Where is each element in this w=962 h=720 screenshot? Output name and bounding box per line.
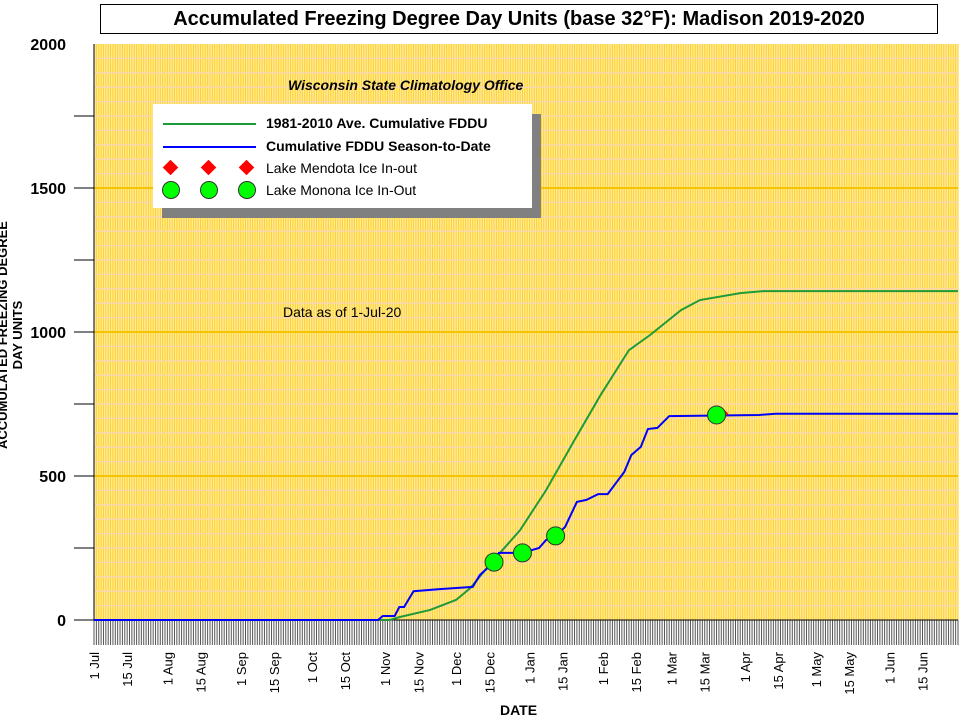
x-tick-label: 1 Jun xyxy=(882,652,897,684)
legend-item-monona: Lake Monona Ice In-Out xyxy=(153,179,532,201)
legend-label: Lake Mendota Ice In-out xyxy=(266,160,417,176)
series-line xyxy=(94,290,958,621)
legend-item-season: Cumulative FDDU Season-to-Date xyxy=(153,135,532,157)
chart-title: Accumulated Freezing Degree Day Units (b… xyxy=(100,4,938,34)
x-tick-label: 1 Jan xyxy=(523,652,538,684)
tick-band xyxy=(94,620,958,645)
legend-label: Cumulative FDDU Season-to-Date xyxy=(266,138,491,154)
x-tick-label: 15 May xyxy=(842,652,857,695)
x-tick-label: 15 Apr xyxy=(771,651,786,689)
y-tick-label: 0 xyxy=(57,613,66,630)
x-tick-label: 1 Sep xyxy=(234,652,249,686)
x-tick-label: 15 Aug xyxy=(194,652,209,693)
x-tick-label: 1 Nov xyxy=(378,652,393,686)
monona-ice-marker xyxy=(512,543,532,563)
x-tick-label: 1 Jul xyxy=(87,652,102,680)
legend-blue-line xyxy=(163,146,256,148)
x-tick-label: 15 Dec xyxy=(482,652,497,694)
x-tick-label: 15 Nov xyxy=(411,652,426,694)
x-tick-label: 1 Feb xyxy=(596,652,611,685)
circle-marker-icon xyxy=(238,181,256,199)
chart-subtitle: Wisconsin State Climatology Office xyxy=(288,77,524,93)
x-tick-label: 1 May xyxy=(809,652,824,688)
x-tick-label: 15 Jan xyxy=(556,652,571,691)
legend-label: Lake Monona Ice In-Out xyxy=(266,182,417,198)
x-tick-label: 15 Oct xyxy=(338,652,353,691)
legend: 1981-2010 Ave. Cumulative FDDU Cumulativ… xyxy=(153,104,532,208)
x-tick-label: 1 Dec xyxy=(449,652,464,686)
legend-item-mendota: Lake Mendota Ice In-out xyxy=(153,157,532,179)
y-tick-label: 500 xyxy=(39,469,66,486)
monona-ice-marker xyxy=(707,405,727,425)
x-axis-label: DATE xyxy=(500,702,538,718)
y-tick-label: 1000 xyxy=(30,325,66,342)
monona-ice-marker xyxy=(484,552,504,572)
x-tick-label: 15 Jul xyxy=(120,652,135,687)
legend-label: 1981-2010 Ave. Cumulative FDDU xyxy=(266,115,488,131)
legend-green-line xyxy=(163,123,256,125)
x-tick-label: 1 Aug xyxy=(160,652,175,685)
circle-marker-icon xyxy=(162,181,180,199)
y-axis-label: ACCUMULATED FREEZING DEGREE DAY UNITS xyxy=(0,221,25,449)
monona-ice-marker xyxy=(546,526,566,546)
data-date-note: Data as of 1-Jul-20 xyxy=(283,304,402,320)
y-tick-label: 1500 xyxy=(30,181,66,198)
y-tick-label: 2000 xyxy=(30,37,66,54)
legend-item-average: 1981-2010 Ave. Cumulative FDDU xyxy=(153,112,532,134)
x-tick-label: 1 Oct xyxy=(305,652,320,683)
diamond-marker-icon xyxy=(200,159,217,176)
diamond-marker-icon xyxy=(238,159,255,176)
x-tick-label: 15 Sep xyxy=(267,652,282,693)
diamond-marker-icon xyxy=(162,159,179,176)
x-tick-label: 15 Feb xyxy=(629,652,644,692)
x-tick-label: 15 Jun xyxy=(915,652,930,691)
x-tick-label: 15 Mar xyxy=(698,651,713,692)
x-tick-label: 1 Mar xyxy=(665,651,680,685)
x-tick-label: 1 Apr xyxy=(738,651,753,682)
circle-marker-icon xyxy=(200,181,218,199)
